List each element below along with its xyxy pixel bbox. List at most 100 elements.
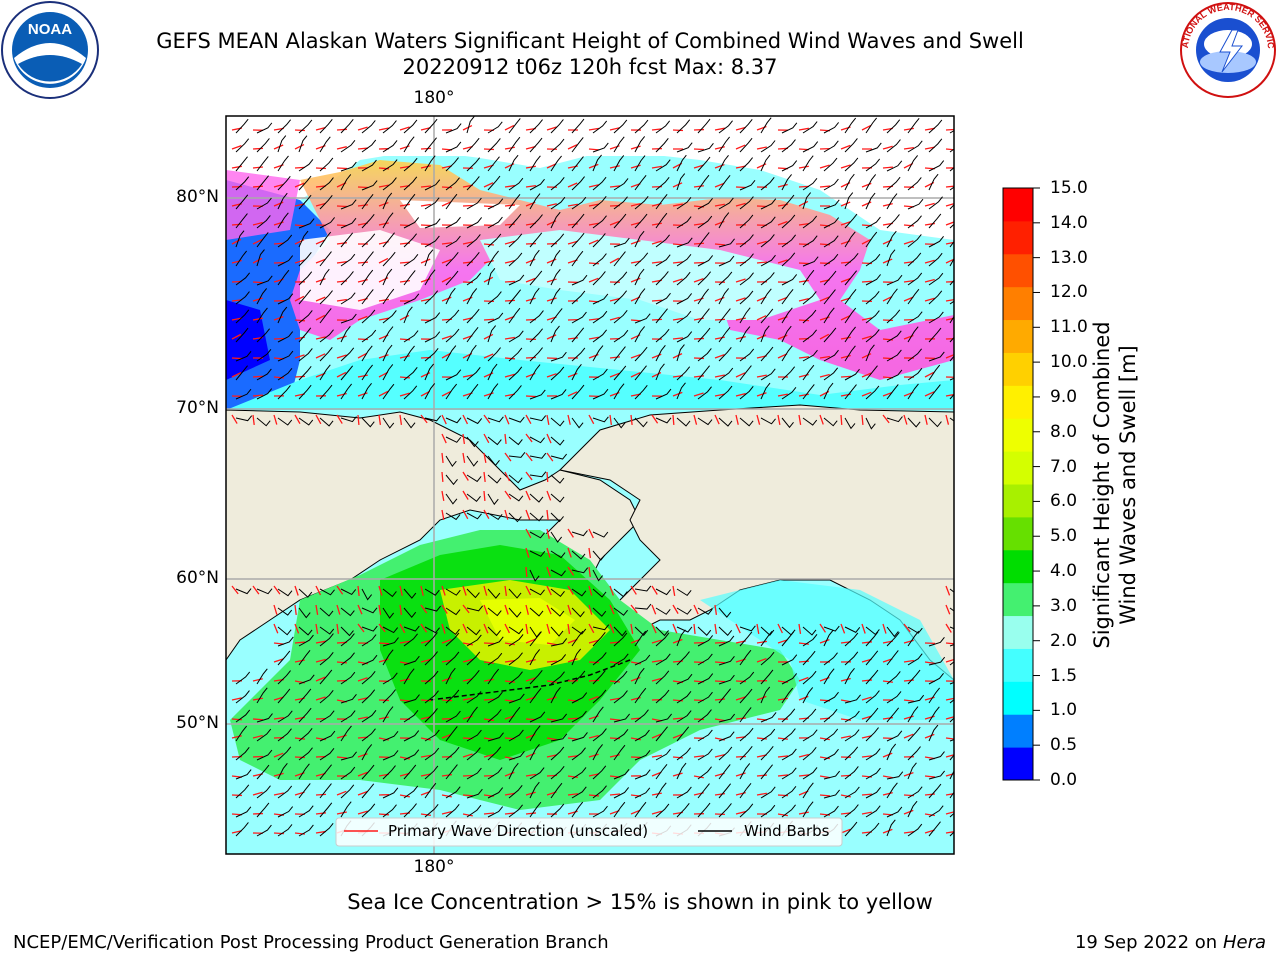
wind-barb	[403, 803, 417, 818]
wind-barb	[592, 215, 607, 229]
wind-barb	[382, 607, 395, 619]
wave-direction-arrow	[840, 794, 851, 798]
wind-barb	[529, 415, 547, 422]
wind-barb	[697, 783, 710, 799]
wind-barb	[424, 363, 435, 381]
wave-direction-arrow	[546, 452, 554, 462]
wind-barb	[907, 626, 923, 634]
wind-barb	[739, 234, 754, 248]
wave-direction-arrow	[294, 354, 305, 359]
wind-barb	[529, 270, 543, 286]
wind-barb	[550, 287, 561, 305]
wave-direction-arrow	[588, 585, 593, 596]
wind-barb	[844, 192, 854, 210]
wind-barb	[823, 349, 839, 362]
wave-direction-arrow	[735, 126, 746, 131]
wind-barb	[928, 160, 945, 172]
wind-barb	[340, 217, 357, 229]
wave-direction-arrow	[504, 204, 516, 207]
wind-barb	[697, 748, 713, 761]
wind-barb	[403, 119, 418, 134]
wave-direction-arrow	[252, 238, 263, 245]
wind-barb	[529, 452, 547, 459]
wave-direction-arrow	[378, 414, 382, 425]
wind-barb	[571, 363, 582, 381]
wave-direction-arrow	[399, 314, 410, 321]
wind-barb	[928, 213, 942, 229]
wave-direction-arrow	[546, 528, 550, 539]
wave-direction-arrow	[609, 793, 621, 796]
wind-barb	[256, 764, 270, 780]
wind-barb	[487, 493, 499, 506]
wind-barb	[571, 118, 585, 134]
wind-barb	[844, 729, 860, 742]
wave-direction-arrow	[714, 754, 725, 758]
wind-barb	[340, 607, 355, 617]
wave-direction-arrow	[672, 772, 683, 777]
wave-direction-arrow	[945, 203, 954, 207]
wind-barb	[697, 288, 709, 305]
wind-barb	[529, 119, 543, 134]
wind-barb	[508, 252, 523, 267]
wind-barb	[655, 328, 670, 343]
wave-direction-arrow	[252, 697, 263, 701]
wave-direction-arrow	[504, 373, 515, 378]
wave-direction-arrow	[420, 813, 431, 817]
wave-direction-arrow	[399, 392, 410, 397]
wind-barb	[949, 279, 954, 286]
wave-direction-arrow	[525, 658, 536, 663]
wind-barb	[508, 634, 524, 647]
wind-barb	[802, 291, 817, 305]
wind-barb	[760, 804, 776, 818]
wind-barb	[319, 710, 335, 723]
wind-barb	[550, 196, 566, 210]
wave-direction-arrow	[903, 414, 908, 425]
wave-direction-arrow	[945, 811, 954, 815]
wind-barb	[466, 137, 480, 153]
wind-barb	[655, 626, 669, 637]
wind-barb	[403, 607, 417, 618]
wind-barb	[949, 661, 954, 666]
wind-barb	[529, 725, 541, 742]
wave-direction-arrow	[693, 623, 696, 635]
wave-direction-arrow	[336, 585, 344, 595]
wind-barb	[739, 417, 754, 427]
wind-barb	[613, 626, 627, 637]
wind-barb	[403, 730, 420, 742]
wind-barb	[424, 765, 439, 780]
wind-barb	[718, 385, 733, 400]
footer-date: 19 Sep 2022 on Hera	[1075, 932, 1266, 953]
wave-direction-arrow	[315, 202, 326, 207]
wind-barb	[466, 367, 481, 381]
wind-barb	[319, 157, 334, 172]
wind-barb	[340, 784, 355, 799]
wave-direction-arrow	[378, 277, 389, 283]
wind-barb	[529, 607, 544, 617]
wave-direction-arrow	[567, 775, 578, 779]
wind-barb	[256, 824, 272, 837]
wave-direction-arrow	[273, 376, 285, 379]
wave-direction-arrow	[441, 604, 448, 614]
wind-barb	[382, 120, 397, 134]
wind-barb	[550, 417, 565, 427]
wave-direction-arrow	[588, 773, 599, 777]
wave-direction-arrow	[672, 717, 684, 720]
wind-barb	[823, 748, 839, 761]
wind-barb	[550, 325, 560, 343]
wave-direction-arrow	[378, 222, 389, 226]
wave-direction-arrow	[462, 794, 474, 797]
wave-direction-arrow	[483, 509, 490, 520]
wind-barb	[571, 137, 584, 153]
wave-direction-arrow	[294, 641, 306, 644]
wind-barb	[655, 138, 669, 153]
wind-barb	[844, 626, 861, 633]
wind-barb	[403, 764, 417, 780]
wind-barb	[697, 766, 712, 780]
wind-barb	[529, 310, 544, 324]
colorbar-segment	[1003, 188, 1033, 222]
wave-direction-arrow	[399, 678, 410, 682]
wave-direction-arrow	[567, 182, 578, 188]
wave-direction-arrow	[861, 623, 866, 634]
wave-direction-arrow	[357, 126, 368, 131]
wind-barb	[445, 626, 460, 636]
